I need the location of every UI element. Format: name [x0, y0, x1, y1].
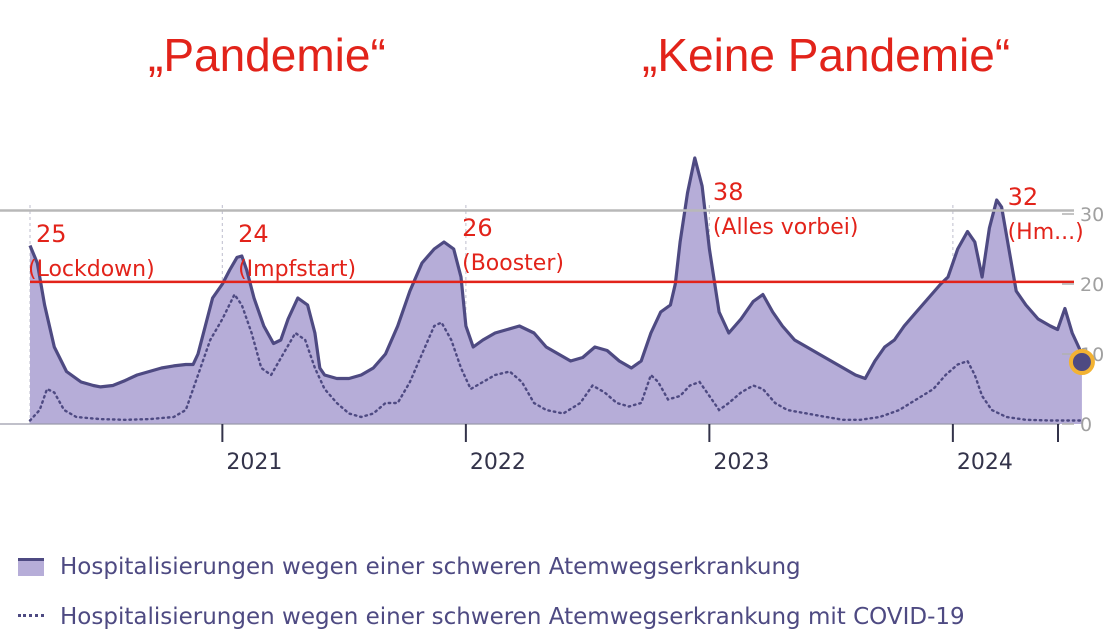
marker-layer [1068, 349, 1095, 375]
series-area-fill [30, 158, 1082, 424]
y-tick-label: 30 [1080, 204, 1104, 226]
legend-label: Hospitalisierungen wegen einer schweren … [60, 604, 965, 630]
x-tick-label: 2021 [226, 450, 282, 475]
reference-layer [0, 209, 1074, 284]
covid-line-layer [28, 292, 1084, 422]
legend-item-hospitalisierungen[interactable]: Hospitalisierungen wegen einer schweren … [18, 554, 801, 580]
legend-item-covid[interactable]: Hospitalisierungen wegen einer schweren … [18, 604, 965, 630]
annotation-note: (Booster) [462, 251, 564, 276]
x-tick-label: 2022 [470, 450, 526, 475]
area-layer [28, 156, 1084, 424]
y-tick-label: 20 [1080, 274, 1104, 296]
annotation-layer: 25 (Lockdown) 24 (Impfstart) 26 (Booster) 38 (A… [28, 178, 1084, 282]
x-tick-label: 2024 [957, 450, 1013, 475]
annotation-value: 24 [238, 220, 269, 248]
legend-dotted-swatch [18, 614, 44, 620]
x-tick-label: 2023 [713, 450, 769, 475]
heading-pandemie: „Pandemie“ [148, 29, 386, 81]
series-line-hospitalisierungen [28, 156, 1084, 389]
annotation-value: 26 [462, 214, 493, 242]
annotation-value: 38 [713, 178, 744, 206]
annotation-value: 32 [1008, 183, 1039, 211]
annotation-note: (Impfstart) [238, 257, 356, 282]
legend-area-swatch [18, 558, 44, 576]
last-value-marker [1068, 349, 1095, 375]
heading-keine-pandemie: „Keine Pandemie“ [642, 29, 1011, 81]
annotation-note: (Lockdown) [28, 257, 155, 282]
y-tick-label: 0 [1080, 414, 1092, 436]
annotation-note: (Hm...) [1008, 220, 1084, 245]
annotation-value: 25 [36, 220, 67, 248]
legend-label: Hospitalisierungen wegen einer schweren … [60, 554, 801, 580]
hospitalization-chart: 20212022202320240102030 25(Lockdown)24(I… [0, 156, 1104, 475]
annotation-note: (Alles vorbei) [713, 215, 859, 240]
series-line-covid [28, 292, 1084, 422]
